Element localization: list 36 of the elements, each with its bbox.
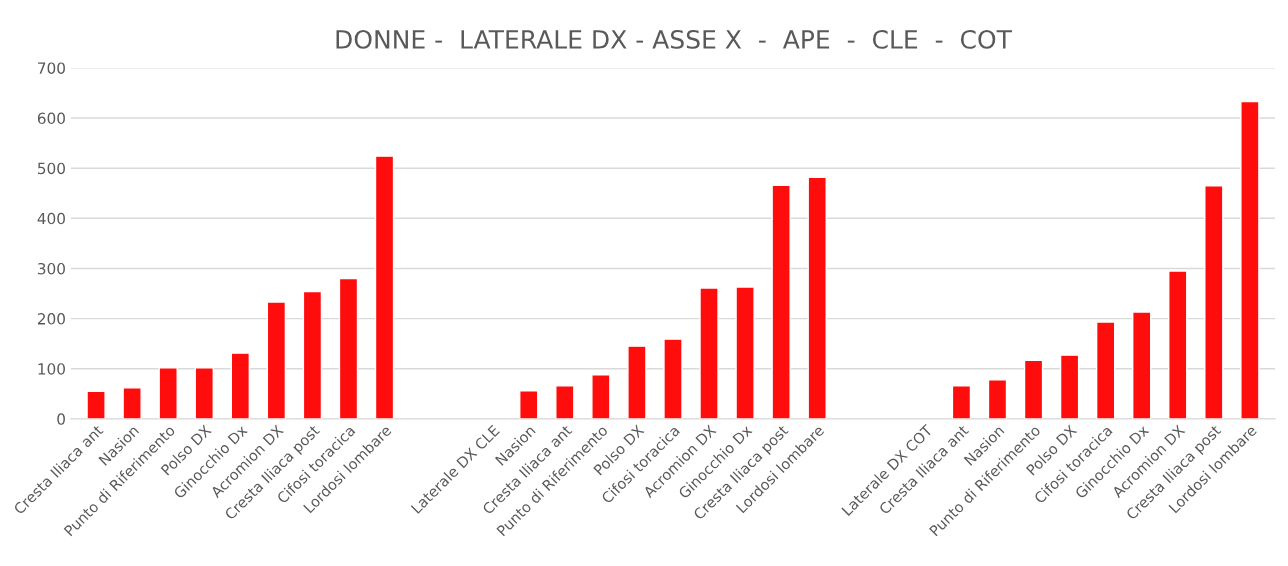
y-tick-label: 0 xyxy=(57,413,65,425)
y-tick-label: 400 xyxy=(37,212,65,225)
bar xyxy=(771,184,791,419)
bar xyxy=(122,387,142,419)
chart-title: DONNE - LATERALE DX - ASSE X - APE - CLE - COT xyxy=(336,29,1012,49)
bar xyxy=(302,290,323,419)
bar xyxy=(591,374,611,419)
bar xyxy=(230,352,251,419)
bar xyxy=(158,367,178,419)
bar xyxy=(338,277,359,419)
bar xyxy=(1204,185,1224,419)
bar xyxy=(987,379,1008,419)
bar xyxy=(627,345,647,419)
bar xyxy=(555,385,575,419)
bar xyxy=(519,390,539,419)
bar xyxy=(951,385,972,419)
bar xyxy=(374,155,395,419)
y-tick-label: 700 xyxy=(38,62,65,74)
bar xyxy=(699,287,719,419)
bar xyxy=(1240,100,1260,419)
bar xyxy=(807,176,827,419)
y-tick-label: 200 xyxy=(37,313,65,325)
y-tick-label: 600 xyxy=(37,112,65,125)
bar xyxy=(1132,311,1152,419)
y-tick-label: 300 xyxy=(37,262,65,275)
bar xyxy=(1059,354,1080,419)
bar xyxy=(1023,359,1044,419)
bar xyxy=(86,390,106,419)
bar xyxy=(663,338,683,419)
bar xyxy=(735,286,755,419)
y-tick-label: 100 xyxy=(38,363,65,375)
bar xyxy=(1168,270,1188,419)
bar xyxy=(1095,321,1116,419)
bar xyxy=(194,367,214,419)
y-tick-label: 500 xyxy=(38,162,65,175)
bar xyxy=(266,301,287,419)
